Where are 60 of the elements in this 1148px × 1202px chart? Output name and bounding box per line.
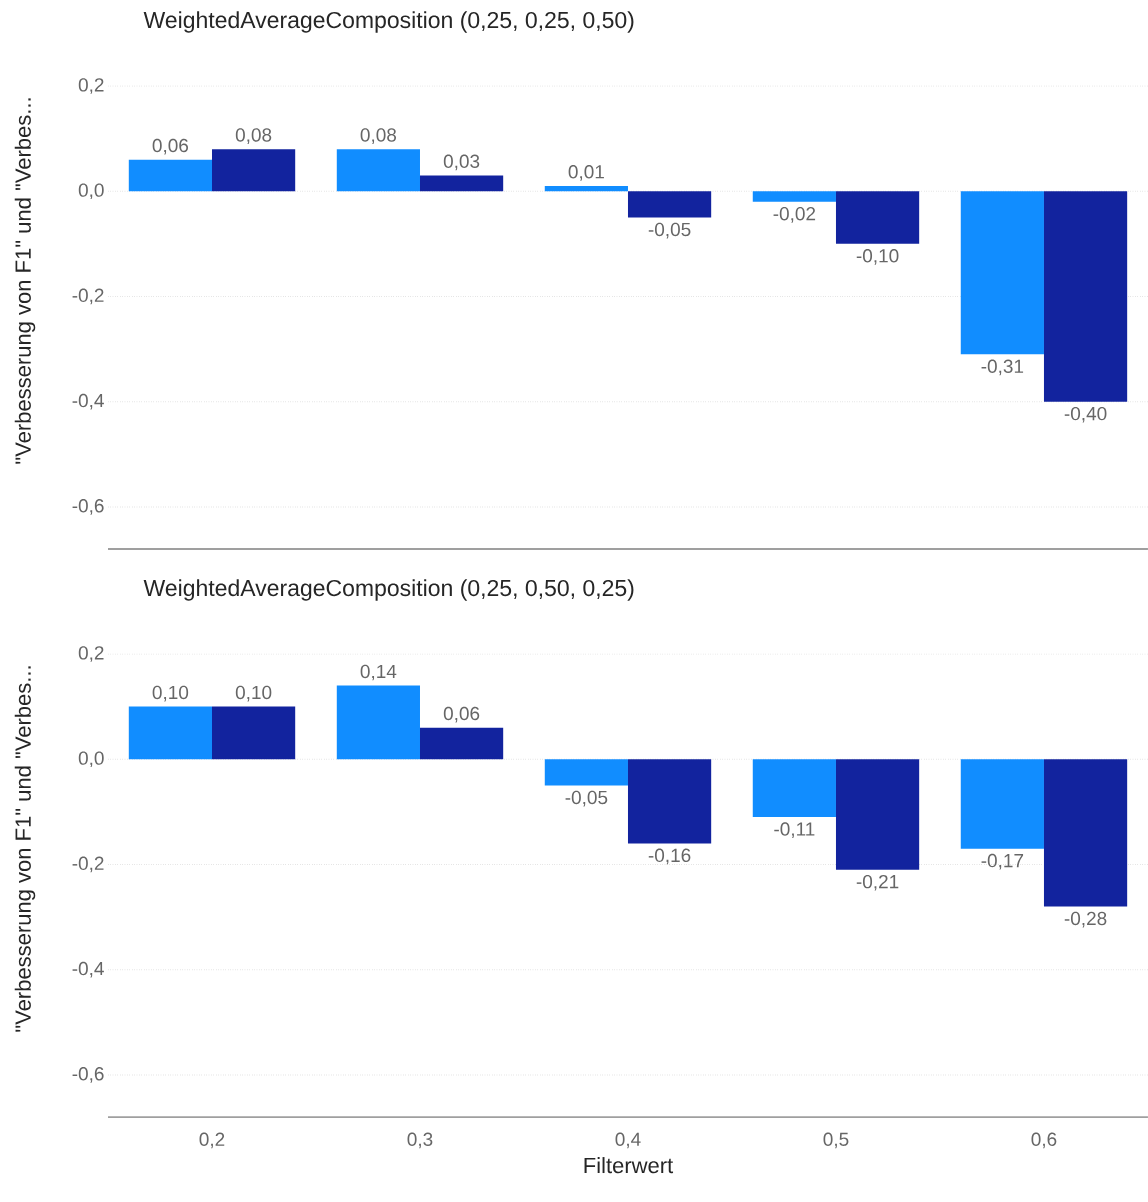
y-tick-label: 0,0 — [78, 751, 104, 768]
data-label: 0,03 — [443, 154, 480, 171]
data-label: 0,14 — [360, 664, 397, 681]
x-tick-label: 0,5 — [823, 1132, 849, 1149]
data-label: 0,08 — [235, 128, 272, 144]
bar — [544, 185, 628, 192]
data-label: -0,05 — [648, 222, 691, 239]
data-label: -0,28 — [1064, 911, 1107, 928]
data-label: 0,01 — [568, 165, 604, 181]
data-label: -0,16 — [648, 848, 691, 865]
data-label: 0,10 — [152, 685, 189, 702]
data-label: -0,11 — [774, 822, 815, 838]
bar — [960, 759, 1044, 849]
x-tick-label: 0,2 — [199, 1132, 225, 1149]
x-tick-label: 0,6 — [1031, 1132, 1057, 1149]
data-label: -0,21 — [856, 874, 899, 891]
bar — [835, 759, 920, 870]
data-label: 0,08 — [360, 128, 397, 144]
y-tick-label: -0,2 — [72, 856, 104, 873]
bar — [128, 706, 212, 760]
bar — [752, 191, 836, 202]
x-axis-title: Filterwert — [584, 1157, 674, 1174]
bar — [212, 149, 296, 192]
bar — [752, 759, 836, 818]
bar — [627, 759, 712, 844]
y-axis-title: "Verbesserung von F1" und "Verbes... — [14, 98, 36, 464]
bar — [1043, 759, 1128, 907]
bar — [627, 191, 712, 218]
data-label: -0,05 — [565, 790, 608, 807]
x-tick-label: 0,3 — [407, 1132, 433, 1149]
y-tick-label: 0,0 — [78, 183, 104, 200]
bar — [128, 159, 212, 192]
bar — [336, 149, 420, 192]
y-tick-label: -0,6 — [72, 1067, 104, 1083]
bar — [835, 191, 920, 244]
y-tick-label: -0,6 — [72, 499, 104, 515]
bar — [544, 759, 628, 786]
data-label: -0,40 — [1064, 406, 1107, 423]
data-label: -0,17 — [981, 853, 1024, 870]
data-label: -0,10 — [856, 249, 899, 265]
bar — [419, 175, 504, 192]
data-label: 0,06 — [152, 138, 189, 155]
data-label: 0,06 — [443, 706, 480, 723]
chart-title: WeightedAverageComposition (0,25, 0,25, 0,50) — [143, 11, 634, 33]
bar — [960, 191, 1044, 355]
x-tick-label: 0,4 — [615, 1132, 641, 1149]
bar — [212, 706, 296, 760]
bar — [336, 685, 420, 760]
y-tick-label: -0,2 — [72, 288, 104, 305]
chart-title: WeightedAverageComposition (0,25, 0,50, 0,25) — [143, 579, 634, 601]
bar — [1043, 191, 1128, 402]
data-label: -0,31 — [981, 359, 1024, 376]
data-label: 0,10 — [235, 685, 272, 702]
y-tick-label: 0,2 — [78, 78, 104, 94]
bar — [419, 727, 504, 760]
y-tick-label: -0,4 — [72, 393, 104, 410]
y-tick-label: 0,2 — [78, 646, 104, 662]
y-tick-label: -0,4 — [72, 961, 104, 978]
y-axis-title: "Verbesserung von F1" und "Verbes... — [14, 666, 36, 1032]
data-label: -0,02 — [773, 206, 816, 223]
